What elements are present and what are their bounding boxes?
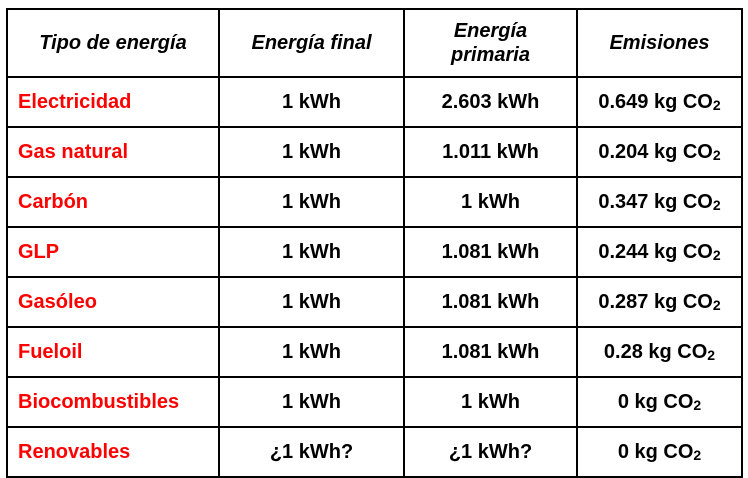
energy-type-cell: Gasóleo xyxy=(6,276,220,328)
emissions-cell: 0.649 kg CO2 xyxy=(576,76,743,128)
header-emissions: Emisiones xyxy=(576,8,743,78)
energy-type-cell: Biocombustibles xyxy=(6,376,220,428)
primary-energy-cell: 1 kWh xyxy=(403,376,578,428)
final-energy-cell: 1 kWh xyxy=(218,376,405,428)
primary-energy-cell: 1.081 kWh xyxy=(403,326,578,378)
co2-subscript: 2 xyxy=(712,246,721,263)
emissions-value: 0.287 kg CO xyxy=(598,290,713,313)
final-energy-cell: 1 kWh xyxy=(218,76,405,128)
table-row: Renovables ¿1 kWh? ¿1 kWh? 0 kg CO2 xyxy=(6,426,743,478)
table-row: Carbón 1 kWh 1 kWh 0.347 kg CO2 xyxy=(6,176,743,228)
energy-type-cell: Carbón xyxy=(6,176,220,228)
emissions-cell: 0.28 kg CO2 xyxy=(576,326,743,378)
energy-type-cell: Renovables xyxy=(6,426,220,478)
primary-energy-cell: 1.081 kWh xyxy=(403,276,578,328)
emissions-value: 0.244 kg CO xyxy=(598,240,713,263)
energy-table-container: Tipo de energía Energía final Energía pr… xyxy=(6,8,743,478)
co2-subscript: 2 xyxy=(693,446,702,463)
co2-subscript: 2 xyxy=(712,146,721,163)
table-header-row: Tipo de energía Energía final Energía pr… xyxy=(6,8,743,78)
energy-type-cell: Gas natural xyxy=(6,126,220,178)
header-final-energy: Energía final xyxy=(218,8,405,78)
emissions-value: 0 kg CO xyxy=(617,440,694,463)
emissions-value: 0.649 kg CO xyxy=(598,90,713,113)
co2-subscript: 2 xyxy=(707,346,716,363)
table-row: Electricidad 1 kWh 2.603 kWh 0.649 kg CO… xyxy=(6,76,743,128)
emissions-cell: 0.204 kg CO2 xyxy=(576,126,743,178)
co2-subscript: 2 xyxy=(712,196,721,213)
header-primary-energy: Energía primaria xyxy=(403,8,578,78)
emissions-value: 0.347 kg CO xyxy=(598,190,713,213)
emissions-cell: 0 kg CO2 xyxy=(576,376,743,428)
header-primary-energy-label: Energía primaria xyxy=(451,20,530,66)
co2-subscript: 2 xyxy=(712,96,721,113)
final-energy-cell: 1 kWh xyxy=(218,126,405,178)
final-energy-cell: ¿1 kWh? xyxy=(218,426,405,478)
table-row: Gas natural 1 kWh 1.011 kWh 0.204 kg CO2 xyxy=(6,126,743,178)
energy-type-cell: Electricidad xyxy=(6,76,220,128)
emissions-value: 0.28 kg CO xyxy=(603,340,708,363)
final-energy-cell: 1 kWh xyxy=(218,276,405,328)
primary-energy-cell: ¿1 kWh? xyxy=(403,426,578,478)
co2-subscript: 2 xyxy=(712,296,721,313)
emissions-cell: 0 kg CO2 xyxy=(576,426,743,478)
emissions-cell: 0.244 kg CO2 xyxy=(576,226,743,278)
primary-energy-cell: 1.011 kWh xyxy=(403,126,578,178)
energy-type-cell: Fueloil xyxy=(6,326,220,378)
emissions-cell: 0.287 kg CO2 xyxy=(576,276,743,328)
co2-subscript: 2 xyxy=(693,396,702,413)
emissions-value: 0.204 kg CO xyxy=(598,140,713,163)
table-row: Gasóleo 1 kWh 1.081 kWh 0.287 kg CO2 xyxy=(6,276,743,328)
primary-energy-cell: 1 kWh xyxy=(403,176,578,228)
energy-comparison-table: Tipo de energía Energía final Energía pr… xyxy=(6,8,743,478)
emissions-value: 0 kg CO xyxy=(617,390,694,413)
emissions-cell: 0.347 kg CO2 xyxy=(576,176,743,228)
table-row: Fueloil 1 kWh 1.081 kWh 0.28 kg CO2 xyxy=(6,326,743,378)
final-energy-cell: 1 kWh xyxy=(218,176,405,228)
primary-energy-cell: 2.603 kWh xyxy=(403,76,578,128)
table-row: GLP 1 kWh 1.081 kWh 0.244 kg CO2 xyxy=(6,226,743,278)
final-energy-cell: 1 kWh xyxy=(218,326,405,378)
energy-type-cell: GLP xyxy=(6,226,220,278)
final-energy-cell: 1 kWh xyxy=(218,226,405,278)
header-energy-type: Tipo de energía xyxy=(6,8,220,78)
table-row: Biocombustibles 1 kWh 1 kWh 0 kg CO2 xyxy=(6,376,743,428)
primary-energy-cell: 1.081 kWh xyxy=(403,226,578,278)
